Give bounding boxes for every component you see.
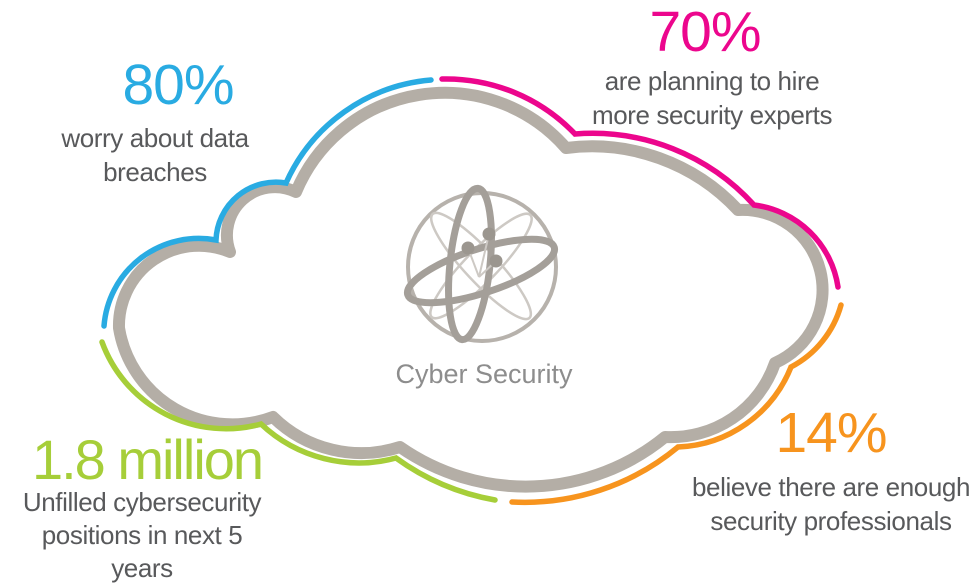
stat-label-80: worry about data breaches	[61, 123, 249, 187]
stat-label-70: are planning to hire more security exper…	[591, 66, 833, 130]
blue-arc-top-left	[101, 77, 434, 329]
stat-block-bottom-right: 14% believe there are enough security pr…	[681, 403, 975, 538]
atom-sphere-icon	[403, 184, 559, 344]
stat-label-1-8-million: Unfilled cybersecurity positions in next…	[22, 487, 262, 583]
stat-label-14: believe there are enough security profes…	[691, 472, 971, 536]
stat-value-1-8-million: 1.8 million	[31, 428, 264, 491]
stat-value-14: 14%	[775, 401, 887, 465]
cloud-outline	[112, 86, 829, 493]
atom-spark	[461, 227, 503, 278]
stat-value-70: 70%	[649, 0, 761, 64]
stat-block-top-left: 80% worry about data breaches	[15, 55, 295, 189]
atom-dot	[489, 254, 503, 268]
atom-dot	[482, 227, 496, 241]
stat-block-bottom-left: 1.8 million Unfilled cybersecurity posit…	[7, 432, 277, 585]
center-title: Cyber Security	[395, 359, 573, 389]
orange-arc-bottom-right	[509, 302, 844, 506]
green-arc-bottom-left	[99, 339, 498, 503]
horizontal-ring	[403, 235, 559, 307]
stat-value-80: 80%	[122, 53, 234, 117]
stat-block-top-right: 70% are planning to hire more security e…	[562, 2, 862, 132]
atom-dot	[461, 241, 475, 255]
pink-arc-top-right	[439, 76, 841, 290]
vertical-ring	[445, 184, 495, 344]
